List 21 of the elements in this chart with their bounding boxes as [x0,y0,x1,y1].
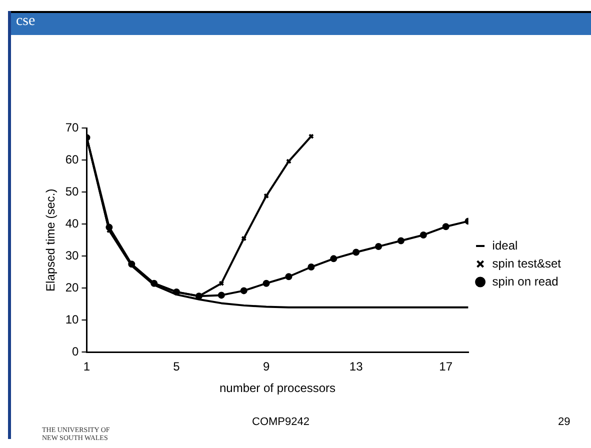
y-tick-label: 10 [65,312,80,326]
legend-label: spin test&set [492,256,562,270]
y-tick-label: 70 [65,120,80,134]
y-tick-label: 40 [65,216,80,230]
text: COMP9242 [252,416,310,428]
x-tick-label: 5 [173,360,180,374]
legend-label: spin on read [492,274,558,288]
y-tick-label: 30 [65,248,80,262]
y-tick-label: 50 [65,184,80,198]
y-tick-label: 0 [72,344,80,359]
text: cse [16,13,36,30]
x-tick-label: 9 [262,360,270,374]
legend-label: ideal [492,238,518,252]
x-tick-label: 13 [349,360,364,374]
y-tick-label: 20 [65,280,80,294]
x-tick-label: 1 [83,360,90,374]
x-axis-title: number of processors [219,381,336,396]
text: 29 [558,416,570,428]
y-axis-title: Elapsed time (sec.) [44,188,58,292]
x-tick-label: 17 [439,360,453,374]
y-tick-label: 60 [65,152,80,166]
